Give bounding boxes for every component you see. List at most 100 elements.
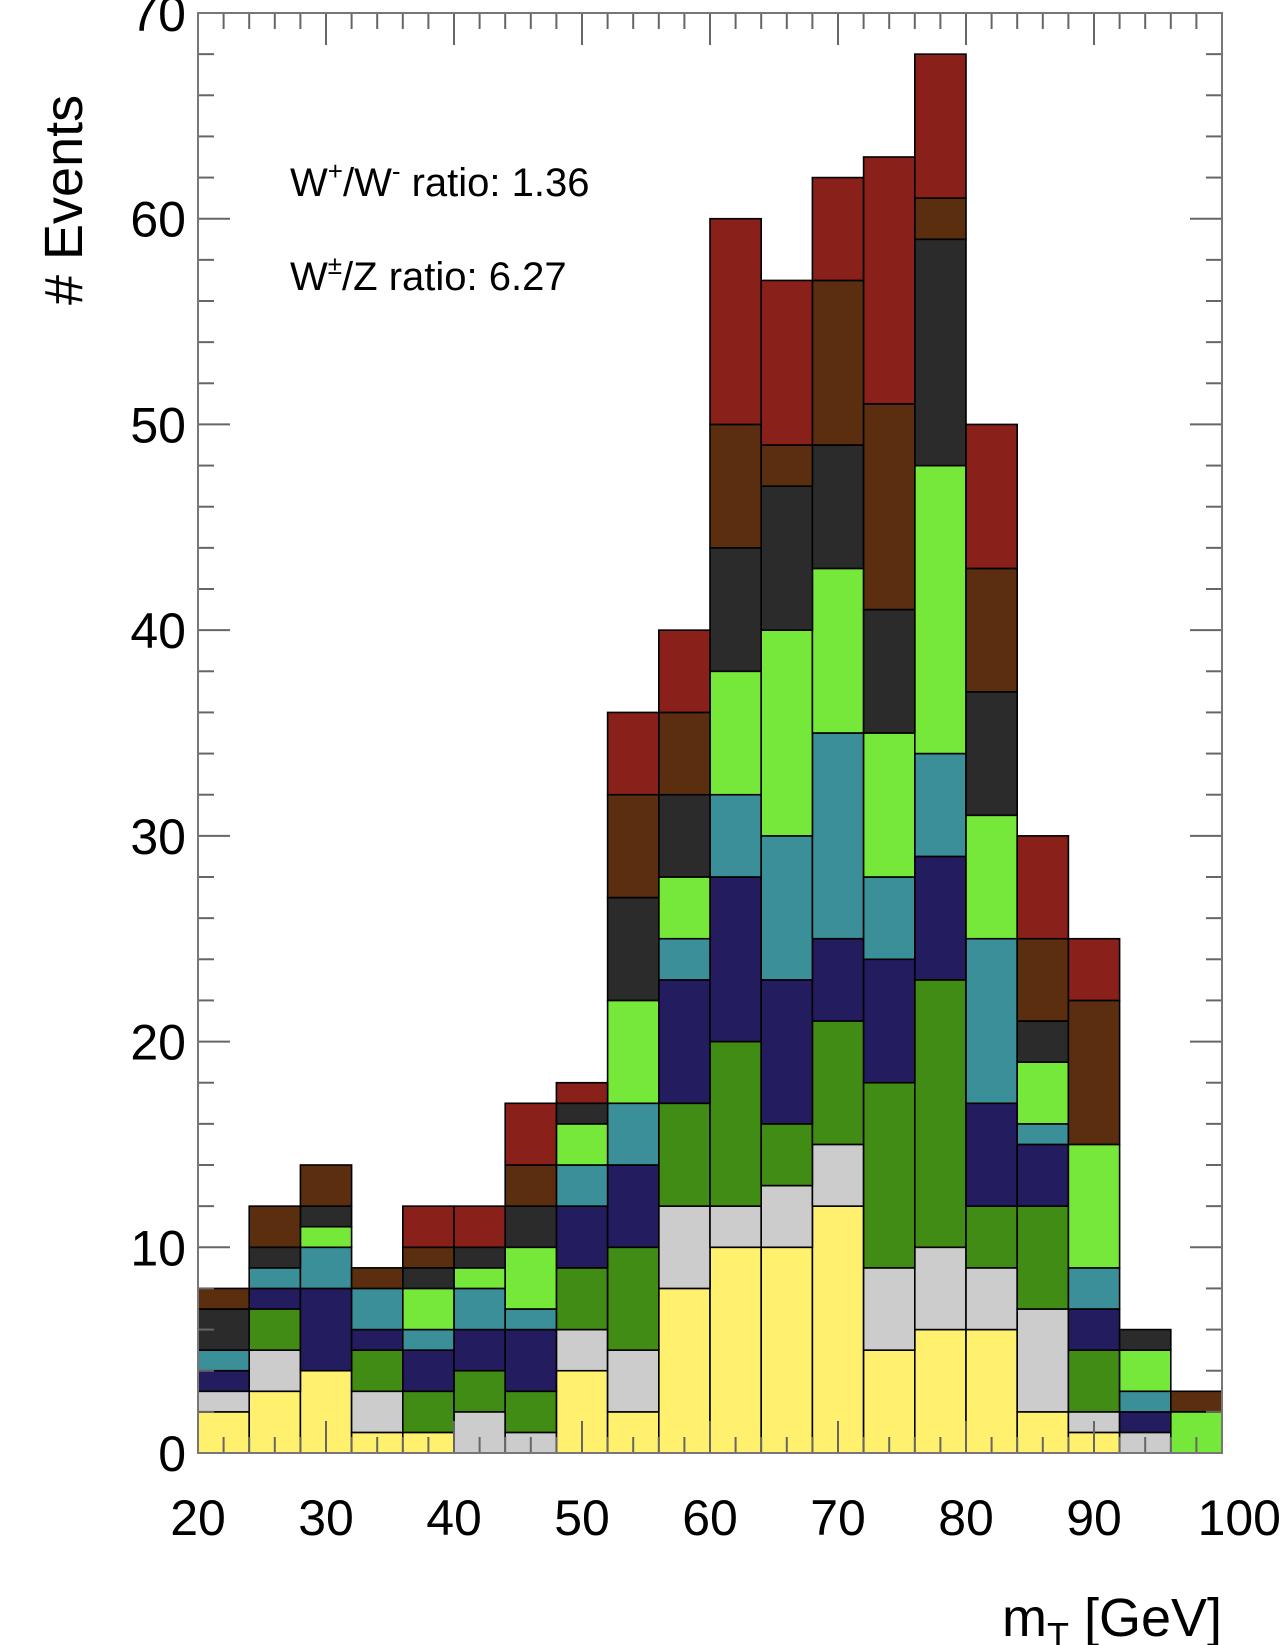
bar-series-5-bin-13 bbox=[811, 732, 865, 940]
series-2 bbox=[197, 1143, 1172, 1454]
bar-series-7-bin-12 bbox=[760, 485, 814, 631]
bar-series-7-bin-17 bbox=[1016, 1020, 1070, 1063]
bar-series-6-bin-17 bbox=[1016, 1061, 1070, 1125]
bar-series-8-bin-2 bbox=[248, 1205, 302, 1249]
x-tick-label-70: 70 bbox=[810, 1490, 866, 1546]
bar-series-2-bin-1 bbox=[197, 1390, 251, 1413]
bar-series-6-bin-18 bbox=[1067, 1143, 1121, 1269]
w-z-ratio-annotation: W±/Z ratio: 6.27 bbox=[290, 250, 567, 299]
bar-series-7-bin-6 bbox=[453, 1246, 507, 1269]
bar-series-3-bin-15 bbox=[913, 979, 967, 1249]
bar-series-2-bin-11 bbox=[709, 1205, 763, 1249]
x-tick-label-30: 30 bbox=[298, 1490, 354, 1546]
bar-series-6-bin-13 bbox=[811, 567, 865, 734]
annotation-1-part-1: W bbox=[290, 161, 328, 205]
series-3 bbox=[248, 979, 1121, 1434]
bar-series-3-bin-10 bbox=[657, 1102, 711, 1207]
series-7 bbox=[197, 238, 1172, 1351]
bar-series-4-bin-11 bbox=[709, 876, 763, 1043]
bar-series-2-bin-2 bbox=[248, 1349, 302, 1393]
series-6 bbox=[299, 464, 1223, 1454]
bar-series-8-bin-14 bbox=[862, 403, 916, 611]
bar-series-3-bin-14 bbox=[862, 1081, 916, 1269]
x-tick-label-90: 90 bbox=[1066, 1490, 1122, 1546]
bar-series-2-bin-10 bbox=[657, 1205, 711, 1290]
bar-series-8-bin-3 bbox=[299, 1164, 353, 1207]
bar-series-7-bin-13 bbox=[811, 444, 865, 570]
bar-series-2-bin-9 bbox=[606, 1349, 660, 1413]
bar-series-3-bin-5 bbox=[401, 1390, 455, 1434]
x-axis-label-subscript: T bbox=[1047, 1615, 1069, 1645]
bar-series-8-bin-1 bbox=[197, 1287, 251, 1310]
bar-series-6-bin-12 bbox=[760, 629, 814, 837]
x-axis-label-main: m bbox=[1002, 1588, 1047, 1645]
bar-series-2-bin-17 bbox=[1016, 1308, 1070, 1413]
bar-series-5-bin-1 bbox=[197, 1349, 251, 1372]
series-5 bbox=[197, 732, 1172, 1413]
bar-series-6-bin-9 bbox=[606, 999, 660, 1105]
bar-series-3-bin-17 bbox=[1016, 1205, 1070, 1310]
y-tick-label-10: 10 bbox=[130, 1220, 186, 1276]
bar-series-7-bin-16 bbox=[965, 691, 1019, 817]
bar-series-4-bin-9 bbox=[606, 1164, 660, 1249]
bar-series-4-bin-2 bbox=[248, 1287, 302, 1310]
axis-ticks bbox=[197, 12, 1223, 1454]
bar-series-5-bin-4 bbox=[350, 1287, 404, 1331]
bar-series-4-bin-3 bbox=[299, 1287, 353, 1372]
bar-series-8-bin-17 bbox=[1016, 937, 1070, 1022]
bar-series-8-bin-7 bbox=[504, 1164, 558, 1207]
bar-series-7-bin-19 bbox=[1118, 1328, 1172, 1351]
bar-series-5-bin-15 bbox=[913, 752, 967, 858]
bar-series-4-bin-14 bbox=[862, 958, 916, 1084]
bar-series-3-bin-8 bbox=[555, 1267, 609, 1331]
bar-series-1-bin-10 bbox=[657, 1287, 711, 1454]
bar-series-6-bin-19 bbox=[1118, 1349, 1172, 1393]
bar-series-4-bin-17 bbox=[1016, 1143, 1070, 1207]
bar-series-3-bin-16 bbox=[965, 1205, 1019, 1269]
bar-series-8-bin-20 bbox=[1170, 1390, 1223, 1413]
bar-series-8-bin-15 bbox=[913, 197, 967, 241]
y-axis-label: # Events bbox=[34, 95, 94, 305]
bar-series-7-bin-15 bbox=[913, 238, 967, 467]
bar-series-5-bin-19 bbox=[1118, 1390, 1172, 1413]
bar-series-9-bin-15 bbox=[913, 53, 967, 199]
bar-series-2-bin-14 bbox=[862, 1267, 916, 1351]
bar-series-9-bin-14 bbox=[862, 156, 916, 405]
bar-series-4-bin-18 bbox=[1067, 1308, 1121, 1351]
bar-series-6-bin-16 bbox=[965, 814, 1019, 940]
bar-series-6-bin-15 bbox=[913, 464, 967, 755]
bar-series-2-bin-13 bbox=[811, 1143, 865, 1207]
bar-series-9-bin-16 bbox=[965, 423, 1019, 570]
bar-series-6-bin-14 bbox=[862, 732, 916, 878]
bar-series-4-bin-4 bbox=[350, 1328, 404, 1351]
x-tick-label-60: 60 bbox=[682, 1490, 738, 1546]
bar-series-3-bin-9 bbox=[606, 1246, 660, 1351]
bar-series-7-bin-14 bbox=[862, 608, 916, 734]
bar-series-8-bin-13 bbox=[811, 279, 865, 446]
bar-series-9-bin-7 bbox=[504, 1102, 558, 1166]
bar-series-5-bin-10 bbox=[657, 937, 711, 981]
bar-series-6-bin-3 bbox=[299, 1225, 353, 1249]
y-tick-label-30: 30 bbox=[130, 809, 186, 865]
bar-series-5-bin-9 bbox=[606, 1102, 660, 1166]
bar-series-6-bin-7 bbox=[504, 1246, 558, 1310]
bar-series-7-bin-8 bbox=[555, 1102, 609, 1125]
series-9 bbox=[401, 53, 1121, 1249]
bar-series-5-bin-2 bbox=[248, 1267, 302, 1290]
bar-series-1-bin-14 bbox=[862, 1349, 916, 1454]
bar-series-5-bin-18 bbox=[1067, 1267, 1121, 1310]
bar-series-2-bin-15 bbox=[913, 1246, 967, 1331]
bar-series-5-bin-11 bbox=[709, 793, 763, 878]
x-tick-label-40: 40 bbox=[426, 1490, 482, 1546]
bar-series-1-bin-13 bbox=[811, 1205, 865, 1454]
bar-series-5-bin-5 bbox=[401, 1328, 455, 1351]
bar-series-9-bin-13 bbox=[811, 176, 865, 282]
annotation-2-superscript-1: ± bbox=[328, 250, 342, 280]
bar-series-7-bin-9 bbox=[606, 896, 660, 1002]
bar-series-9-bin-9 bbox=[606, 711, 660, 796]
bar-series-4-bin-10 bbox=[657, 979, 711, 1105]
series-8 bbox=[197, 197, 1223, 1413]
bar-series-3-bin-6 bbox=[453, 1369, 507, 1413]
bar-series-8-bin-9 bbox=[606, 793, 660, 899]
